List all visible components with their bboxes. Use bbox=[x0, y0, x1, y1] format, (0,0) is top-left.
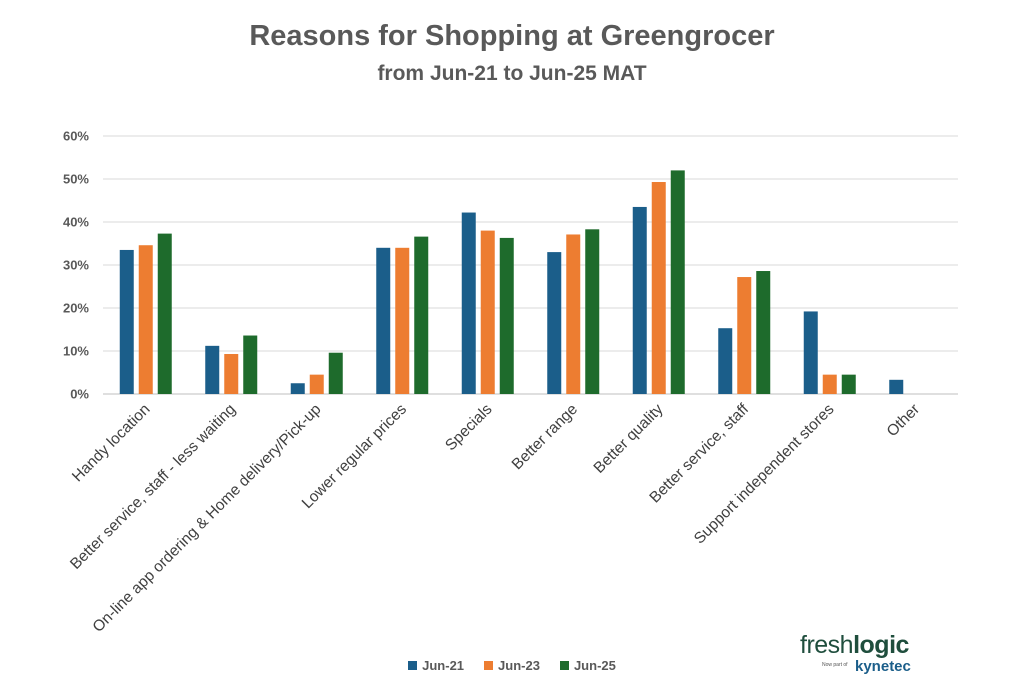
legend-item-jun25: Jun-25 bbox=[559, 658, 616, 673]
bar bbox=[889, 379, 904, 394]
y-tick-label: 40% bbox=[63, 215, 89, 230]
bar bbox=[243, 335, 258, 394]
bar bbox=[670, 170, 685, 394]
x-category-label: Handy location bbox=[69, 401, 154, 486]
bar bbox=[547, 252, 562, 394]
bar bbox=[395, 247, 410, 394]
chart-legend: Jun-21 Jun-23 Jun-25 bbox=[0, 658, 1024, 673]
bar bbox=[328, 352, 343, 394]
bar bbox=[651, 182, 666, 394]
x-category-label: Other bbox=[884, 401, 923, 440]
legend-item-jun21: Jun-21 bbox=[408, 658, 464, 673]
bar bbox=[205, 345, 220, 394]
x-category-label: Better service, staff - less waiting bbox=[67, 401, 239, 573]
x-category-label: Better range bbox=[509, 401, 581, 473]
legend-label-jun21: Jun-21 bbox=[422, 658, 465, 673]
bar bbox=[290, 383, 305, 394]
logo-wordmark: freshlogic bbox=[800, 632, 920, 658]
y-tick-label: 30% bbox=[63, 258, 89, 273]
logo-fresh: fresh bbox=[800, 631, 854, 659]
x-category-label: Better quality bbox=[591, 401, 667, 477]
bar bbox=[480, 230, 495, 394]
y-tick-label: 0% bbox=[70, 387, 89, 402]
logo-subline: Now part of kynetec bbox=[800, 658, 920, 675]
legend-label-jun25: Jun-25 bbox=[573, 658, 616, 673]
legend-swatch-jun25 bbox=[559, 661, 569, 670]
legend-label-jun23: Jun-23 bbox=[498, 658, 540, 673]
bar bbox=[157, 233, 172, 394]
bar bbox=[585, 229, 600, 394]
x-category-label: Support independent stores bbox=[691, 401, 838, 548]
legend-swatch-jun21 bbox=[408, 661, 418, 670]
bar bbox=[632, 206, 647, 394]
bar bbox=[803, 311, 818, 394]
logo-logic: logic bbox=[853, 631, 909, 659]
legend-item-jun23: Jun-23 bbox=[484, 658, 540, 673]
logo-tagline: Now part of bbox=[822, 662, 848, 668]
bar bbox=[461, 212, 476, 394]
bar bbox=[841, 374, 856, 394]
y-tick-label: 50% bbox=[63, 172, 89, 187]
bar bbox=[822, 374, 837, 394]
chart-title: Reasons for Shopping at Greengrocer bbox=[249, 20, 775, 52]
bar bbox=[756, 271, 771, 394]
bar bbox=[499, 237, 514, 394]
legend-swatch-jun23 bbox=[484, 661, 494, 670]
bar bbox=[119, 249, 134, 394]
logo-kynetec: kynetec bbox=[855, 658, 911, 675]
x-category-label: Specials bbox=[442, 401, 496, 455]
bar bbox=[138, 245, 153, 394]
bar bbox=[376, 247, 391, 394]
bar bbox=[414, 236, 429, 394]
bar bbox=[309, 374, 324, 394]
y-tick-label: 10% bbox=[63, 344, 89, 359]
y-tick-label: 20% bbox=[63, 301, 89, 316]
chart-subtitle: from Jun-21 to Jun-25 MAT bbox=[377, 62, 647, 85]
bar bbox=[224, 354, 239, 394]
freshlogic-logo: freshlogic Now part of kynetec bbox=[800, 632, 920, 675]
bar bbox=[566, 234, 581, 394]
bar bbox=[737, 277, 752, 394]
bar bbox=[718, 328, 733, 394]
y-tick-label: 60% bbox=[63, 129, 89, 144]
